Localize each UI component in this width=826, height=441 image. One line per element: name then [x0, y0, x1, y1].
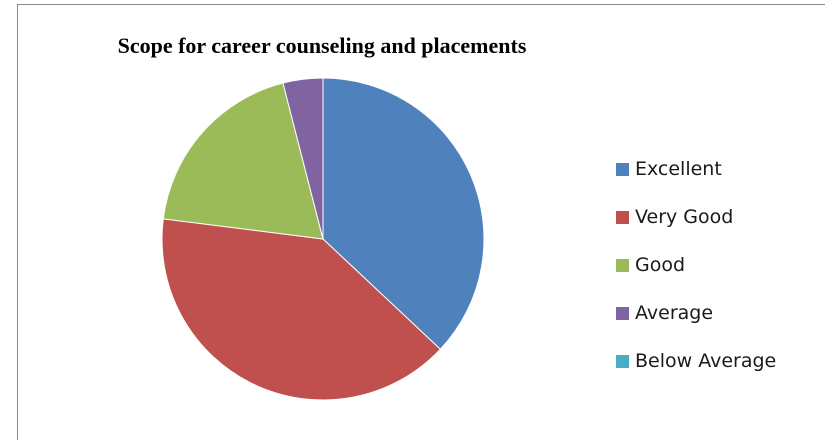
legend: Excellent Very Good Good Average Below Avera…: [616, 145, 776, 385]
legend-item-excellent: Excellent: [616, 145, 776, 193]
legend-label: Good: [635, 254, 686, 276]
pie-slice-excellent: [322, 77, 485, 350]
legend-item-average: Average: [616, 289, 776, 337]
legend-label: Excellent: [635, 158, 722, 180]
pie-slice-very-good: [161, 218, 442, 401]
legend-swatch: [616, 210, 629, 224]
pie-chart: [161, 77, 485, 401]
legend-label: Very Good: [635, 206, 734, 228]
chart-area: Scope for career counseling and placemen…: [17, 4, 825, 440]
legend-swatch: [616, 306, 629, 320]
chart-title: Scope for career counseling and placemen…: [117, 33, 527, 58]
pie-slice-average: [282, 77, 324, 240]
legend-item-very-good: Very Good: [616, 193, 776, 241]
legend-label: Average: [635, 302, 714, 324]
legend-swatch: [616, 162, 629, 176]
legend-swatch: [616, 258, 629, 272]
legend-item-below-average: Below Average: [616, 337, 776, 385]
legend-swatch: [616, 354, 629, 368]
pie-slice-good: [162, 82, 324, 240]
legend-label: Below Average: [635, 350, 777, 372]
legend-item-good: Good: [616, 241, 776, 289]
